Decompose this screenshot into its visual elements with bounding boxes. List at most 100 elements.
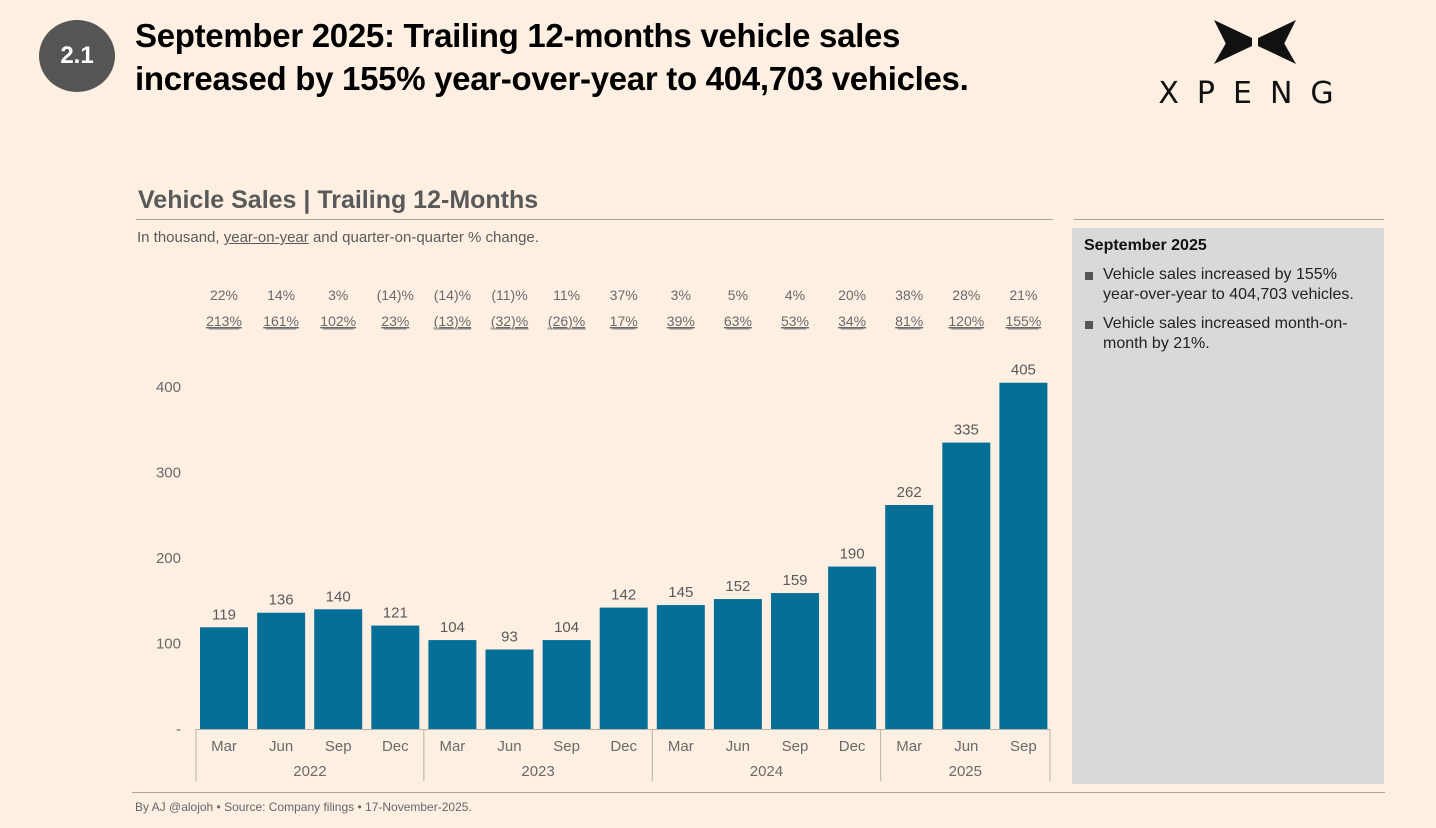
qoq-change-label: 22% [210, 287, 238, 303]
xpeng-x-emblem-icon [1214, 20, 1296, 64]
qoq-change-label: 3% [671, 287, 691, 303]
bar [200, 627, 248, 729]
bar [713, 599, 762, 729]
summary-bullet: Vehicle sales increased by 155% year-ove… [1084, 265, 1374, 305]
yoy-change-label: 102% [320, 313, 356, 329]
bar-value-label: 121 [383, 605, 408, 622]
y-tick-label: 300 [156, 465, 181, 482]
yoy-change-label: 81% [895, 313, 923, 329]
x-tick-label: Mar [439, 738, 465, 755]
x-tick-label: Dec [382, 738, 409, 755]
bar-value-label: 104 [440, 619, 465, 636]
qoq-change-label: 37% [610, 287, 638, 303]
yoy-change-label: 39% [667, 313, 695, 329]
y-tick-label: 400 [156, 379, 181, 396]
bar-value-label: 136 [269, 592, 294, 609]
bar [485, 649, 534, 729]
bar-value-label: 190 [840, 546, 865, 563]
bar-value-label: 159 [782, 572, 807, 589]
bar [656, 605, 705, 729]
y-tick-label: - [176, 721, 181, 738]
bar [885, 504, 934, 729]
page-headline: September 2025: Trailing 12-months vehic… [135, 14, 969, 100]
yoy-change-label: (32)% [491, 313, 528, 329]
yoy-change-label: 23% [381, 313, 409, 329]
year-label: 2023 [521, 763, 554, 780]
bar-value-label: 152 [725, 578, 750, 595]
y-tick-label: 100 [156, 636, 181, 653]
bar-value-label: 145 [668, 584, 693, 601]
qoq-change-label: (11)% [491, 287, 527, 303]
section-badge: 2.1 [39, 20, 115, 92]
summary-bullet: Vehicle sales increased month-on-month b… [1084, 314, 1374, 354]
bar [257, 612, 306, 729]
yoy-change-label: 120% [948, 313, 984, 329]
x-tick-label: Jun [954, 738, 978, 755]
qoq-change-label: 14% [267, 287, 295, 303]
xpeng-logo: XPENG [1140, 16, 1370, 111]
qoq-change-label: 28% [952, 287, 980, 303]
footer-source: By AJ @alojoh • Source: Company filings … [135, 800, 472, 814]
bar [428, 640, 477, 729]
chart-subtitle: In thousand, year-on-year and quarter-on… [137, 229, 539, 246]
bar-value-label: 93 [501, 628, 518, 645]
summary-panel: September 2025 Vehicle sales increased b… [1072, 228, 1384, 784]
subtitle-suffix: and quarter-on-quarter % change. [308, 229, 539, 246]
year-label: 2025 [949, 763, 982, 780]
yoy-change-label: 213% [206, 313, 242, 329]
qoq-change-label: (14)% [434, 287, 471, 303]
qoq-change-label: (14)% [377, 287, 414, 303]
footer-divider [132, 792, 1385, 793]
title-divider [136, 219, 1053, 220]
y-tick-label: 200 [156, 550, 181, 567]
bar [371, 625, 420, 729]
x-tick-label: Mar [211, 738, 237, 755]
x-tick-label: Jun [497, 738, 521, 755]
summary-bullet-text: Vehicle sales increased month-on-month b… [1103, 315, 1348, 352]
bar [314, 609, 363, 729]
bullet-square-icon [1085, 321, 1093, 329]
x-tick-label: Sep [782, 738, 809, 755]
bar [599, 607, 648, 729]
qoq-change-label: 38% [895, 287, 923, 303]
qoq-change-label: 20% [838, 287, 866, 303]
x-tick-label: Mar [896, 738, 922, 755]
bar-value-label: 335 [954, 422, 979, 439]
bar [942, 442, 991, 729]
bar-value-label: 262 [897, 484, 922, 501]
summary-list: Vehicle sales increased by 155% year-ove… [1084, 265, 1374, 363]
yoy-change-label: 17% [610, 313, 638, 329]
subtitle-underlined: year-on-year [223, 229, 309, 246]
x-tick-label: Sep [1010, 738, 1037, 755]
summary-bullet-text: Vehicle sales increased by 155% year-ove… [1103, 266, 1354, 303]
yoy-change-label: 155% [1005, 313, 1041, 329]
headline-line-1: September 2025: Trailing 12-months vehic… [135, 17, 901, 54]
x-tick-label: Dec [610, 738, 637, 755]
bar [828, 566, 877, 729]
bullet-square-icon [1085, 272, 1093, 280]
bar-value-label: 104 [554, 619, 579, 636]
bar [542, 640, 591, 729]
qoq-change-label: 5% [728, 287, 748, 303]
yoy-change-label: 34% [838, 313, 866, 329]
bar-value-label: 140 [326, 588, 351, 605]
bar-value-label: 142 [611, 587, 636, 604]
year-label: 2022 [293, 763, 326, 780]
bar-value-label: 119 [212, 606, 236, 623]
logo-wordmark: XPENG [1158, 76, 1352, 111]
qoq-change-label: 4% [785, 287, 805, 303]
headline-line-2: increased by 155% year-over-year to 404,… [135, 60, 969, 97]
x-tick-label: Jun [269, 738, 293, 755]
bar-value-label: 405 [1011, 362, 1036, 379]
x-tick-label: Sep [553, 738, 580, 755]
yoy-change-label: 161% [263, 313, 299, 329]
x-tick-label: Jun [726, 738, 750, 755]
qoq-change-label: 3% [328, 287, 348, 303]
year-label: 2024 [750, 763, 783, 780]
bar [999, 382, 1048, 729]
bar [771, 593, 819, 729]
x-tick-label: Sep [325, 738, 352, 755]
yoy-change-label: 63% [724, 313, 752, 329]
summary-title: September 2025 [1084, 237, 1207, 254]
